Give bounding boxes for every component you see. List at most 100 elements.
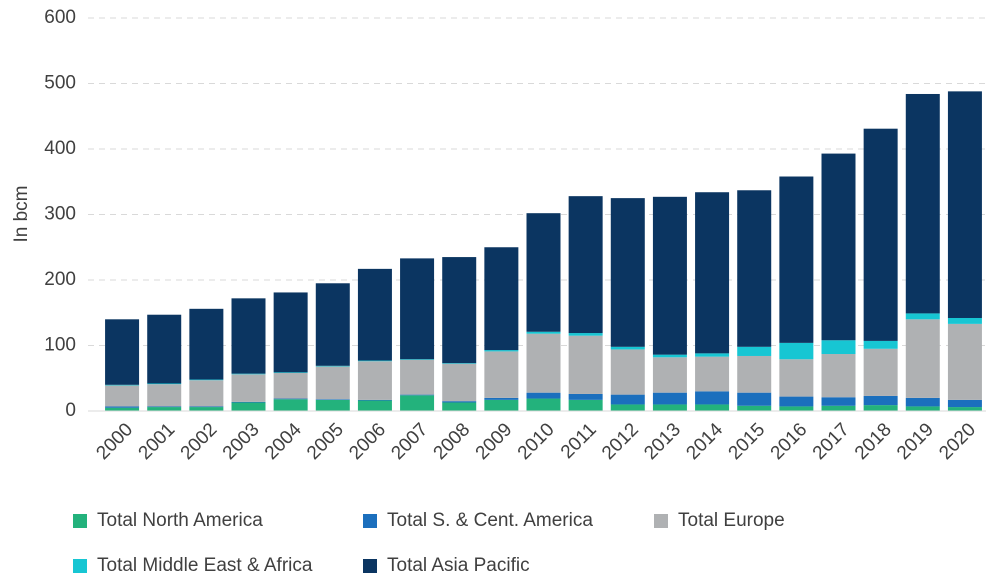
bar-segment [315,365,350,367]
bar-segment [905,406,940,411]
y-tick-label: 100 [44,335,76,356]
bar-segment [779,396,814,407]
bar-segment [189,308,224,380]
bar-segment [610,346,645,350]
bar-segment [947,91,982,318]
bar-segment [652,357,687,393]
bar-segment [105,385,140,407]
bar-segment [400,395,435,411]
bar-segment [357,268,392,361]
bar-segment [779,342,814,360]
bar-segment [189,406,224,408]
bar-segment [568,333,603,336]
bar-segment [105,384,140,386]
bar-segment [147,384,182,407]
x-tick-label: 2010 [514,419,559,464]
bar-segment [568,335,603,394]
legend-swatch [73,559,87,573]
bar-segment [947,407,982,411]
bar-segment [610,349,645,395]
bar-segment [357,361,392,400]
bar-segment [568,399,603,411]
x-tick-label: 2016 [767,419,812,464]
bar-segment [695,356,730,392]
bar-segment [568,196,603,334]
bar-segment [863,395,898,406]
x-tick-label: 2009 [472,419,517,464]
bar-segment [863,405,898,411]
bar-segment [442,363,477,402]
bar-segment [231,402,266,411]
bar-segment [484,350,519,352]
x-tick-label: 2007 [387,419,432,464]
bar-segment [610,404,645,411]
legend-label: Total Middle East & Africa [97,555,313,576]
legend-label: Total S. & Cent. America [387,510,593,531]
x-tick-label: 2017 [809,419,854,464]
bar-segment [189,407,224,411]
bar-segment [189,379,224,381]
bar-segment [652,196,687,355]
bar-segment [779,359,814,397]
bar-segment [821,354,856,398]
x-tick-label: 2011 [557,419,601,463]
bar-segment [315,283,350,366]
x-tick-label: 2018 [851,419,896,464]
x-tick-label: 2002 [177,419,222,464]
bar-segment [273,372,308,374]
bar-segment [484,399,519,411]
legend-swatch [363,514,377,528]
legend-swatch [654,514,668,528]
x-tick-label: 2012 [598,419,643,464]
x-tick-label: 2014 [682,419,727,464]
bar-segment [905,319,940,398]
bar-segment [947,323,982,400]
legend-swatch [363,559,377,573]
bar-segment [357,400,392,411]
bar-segment [231,298,266,374]
x-tick-label: 2005 [303,419,348,464]
bar-segment [779,406,814,411]
bar-segment [779,176,814,343]
bar-segment [821,397,856,406]
bar-segment [526,333,561,393]
bar-segment [695,391,730,405]
bar-segment [863,348,898,396]
bar-segment [273,398,308,400]
legend-label: Total North America [97,510,263,531]
bar-segment [821,340,856,355]
bar-segment [189,380,224,407]
legend-label: Total Europe [678,510,785,531]
bar-segment [315,399,350,400]
x-tick-label: 2003 [219,419,264,464]
bar-segment [357,399,392,401]
legend-swatch [73,514,87,528]
bar-segment [610,394,645,405]
bar-segment [737,190,772,347]
x-tick-label: 2008 [430,419,475,464]
bar-segment [695,353,730,357]
bar-segment [484,351,519,398]
bar-segment [947,317,982,324]
bar-segment [442,257,477,364]
bar-segment [315,366,350,400]
bar-segment [273,292,308,373]
x-tick-label: 2015 [725,419,770,464]
bar-segment [737,355,772,393]
y-tick-label: 200 [44,269,76,290]
bar-segment [357,360,392,362]
bar-segment [737,392,772,406]
bar-segment [400,258,435,360]
bar-segment [652,392,687,405]
bar-segment [737,405,772,411]
legend-label: Total Asia Pacific [387,555,530,576]
bar-segment [737,346,772,356]
bar-segment [400,359,435,360]
bar-segment [526,392,561,399]
bar-segment [147,406,182,408]
bar-segment [652,354,687,358]
x-tick-label: 2020 [935,419,980,464]
bar-segment [821,153,856,341]
bar-segment [863,128,898,341]
